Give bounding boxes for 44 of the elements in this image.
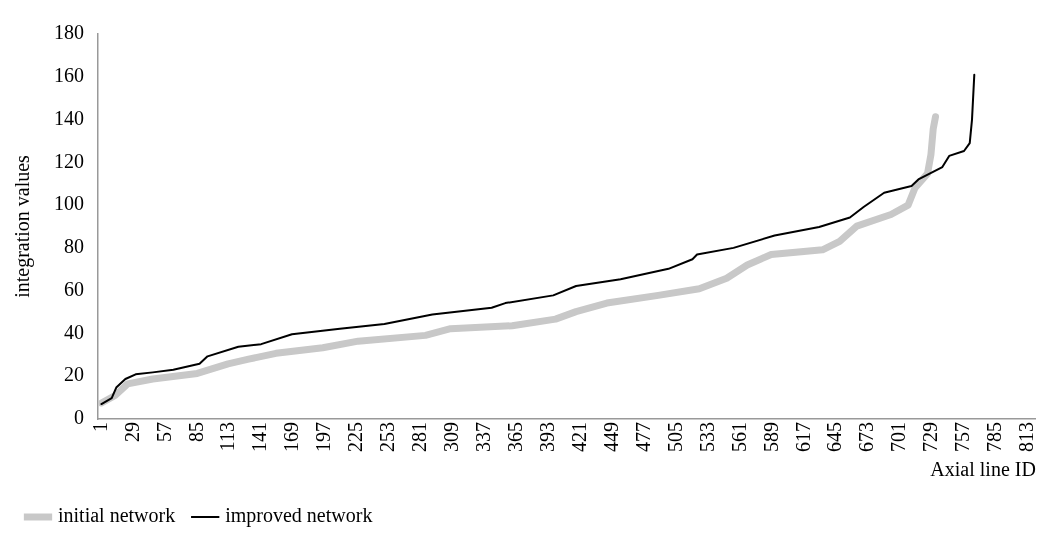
y-axis-title: integration values <box>11 154 35 298</box>
x-tick-label: 589 <box>759 422 782 452</box>
x-tick-label: 225 <box>344 422 367 452</box>
x-tick-label: 813 <box>1015 422 1038 452</box>
x-tick-label: 141 <box>248 422 271 452</box>
y-tick-label: 160 <box>54 64 84 87</box>
x-tick-label: 673 <box>855 422 878 452</box>
x-tick-label: 281 <box>408 422 431 452</box>
x-tick-label: 645 <box>823 422 846 452</box>
legend-label: improved network <box>225 504 373 528</box>
legend-label: initial network <box>58 504 176 527</box>
x-tick-label: 197 <box>312 422 335 452</box>
y-tick-label: 20 <box>64 363 84 386</box>
y-tick-label: 180 <box>54 21 84 44</box>
x-tick-label: 533 <box>695 422 718 452</box>
x-tick-label: 421 <box>567 422 590 452</box>
y-tick-label: 60 <box>64 277 84 300</box>
x-tick-label: 309 <box>440 422 463 452</box>
y-tick-label: 120 <box>54 149 84 172</box>
y-tick-label: 140 <box>54 106 84 129</box>
x-tick-label: 29 <box>120 422 143 442</box>
x-tick-label: 253 <box>376 422 399 452</box>
x-tick-label: 365 <box>504 422 526 452</box>
x-tick-label: 561 <box>727 422 750 452</box>
x-tick-label: 617 <box>791 422 814 452</box>
y-tick-label: 40 <box>64 320 84 343</box>
x-tick-label: 393 <box>535 422 558 452</box>
x-tick-label: 477 <box>631 422 654 452</box>
x-tick-label: 57 <box>152 422 175 442</box>
x-tick-label: 729 <box>919 422 942 452</box>
x-tick-label: 113 <box>216 422 239 452</box>
x-tick-label: 1 <box>88 422 111 432</box>
x-tick-label: 505 <box>663 422 686 452</box>
x-tick-label: 449 <box>599 422 622 452</box>
x-tick-label: 337 <box>472 422 495 452</box>
x-tick-label: 785 <box>983 422 1006 452</box>
x-tick-label: 85 <box>184 422 207 442</box>
x-tick-label: 169 <box>280 422 303 452</box>
y-tick-label: 0 <box>74 406 84 429</box>
x-tick-label: 757 <box>951 422 974 452</box>
y-tick-label: 80 <box>64 235 84 258</box>
x-tick-label: 701 <box>887 422 910 452</box>
y-tick-label: 100 <box>54 192 84 215</box>
x-axis-title: Axial line ID <box>930 458 1036 481</box>
